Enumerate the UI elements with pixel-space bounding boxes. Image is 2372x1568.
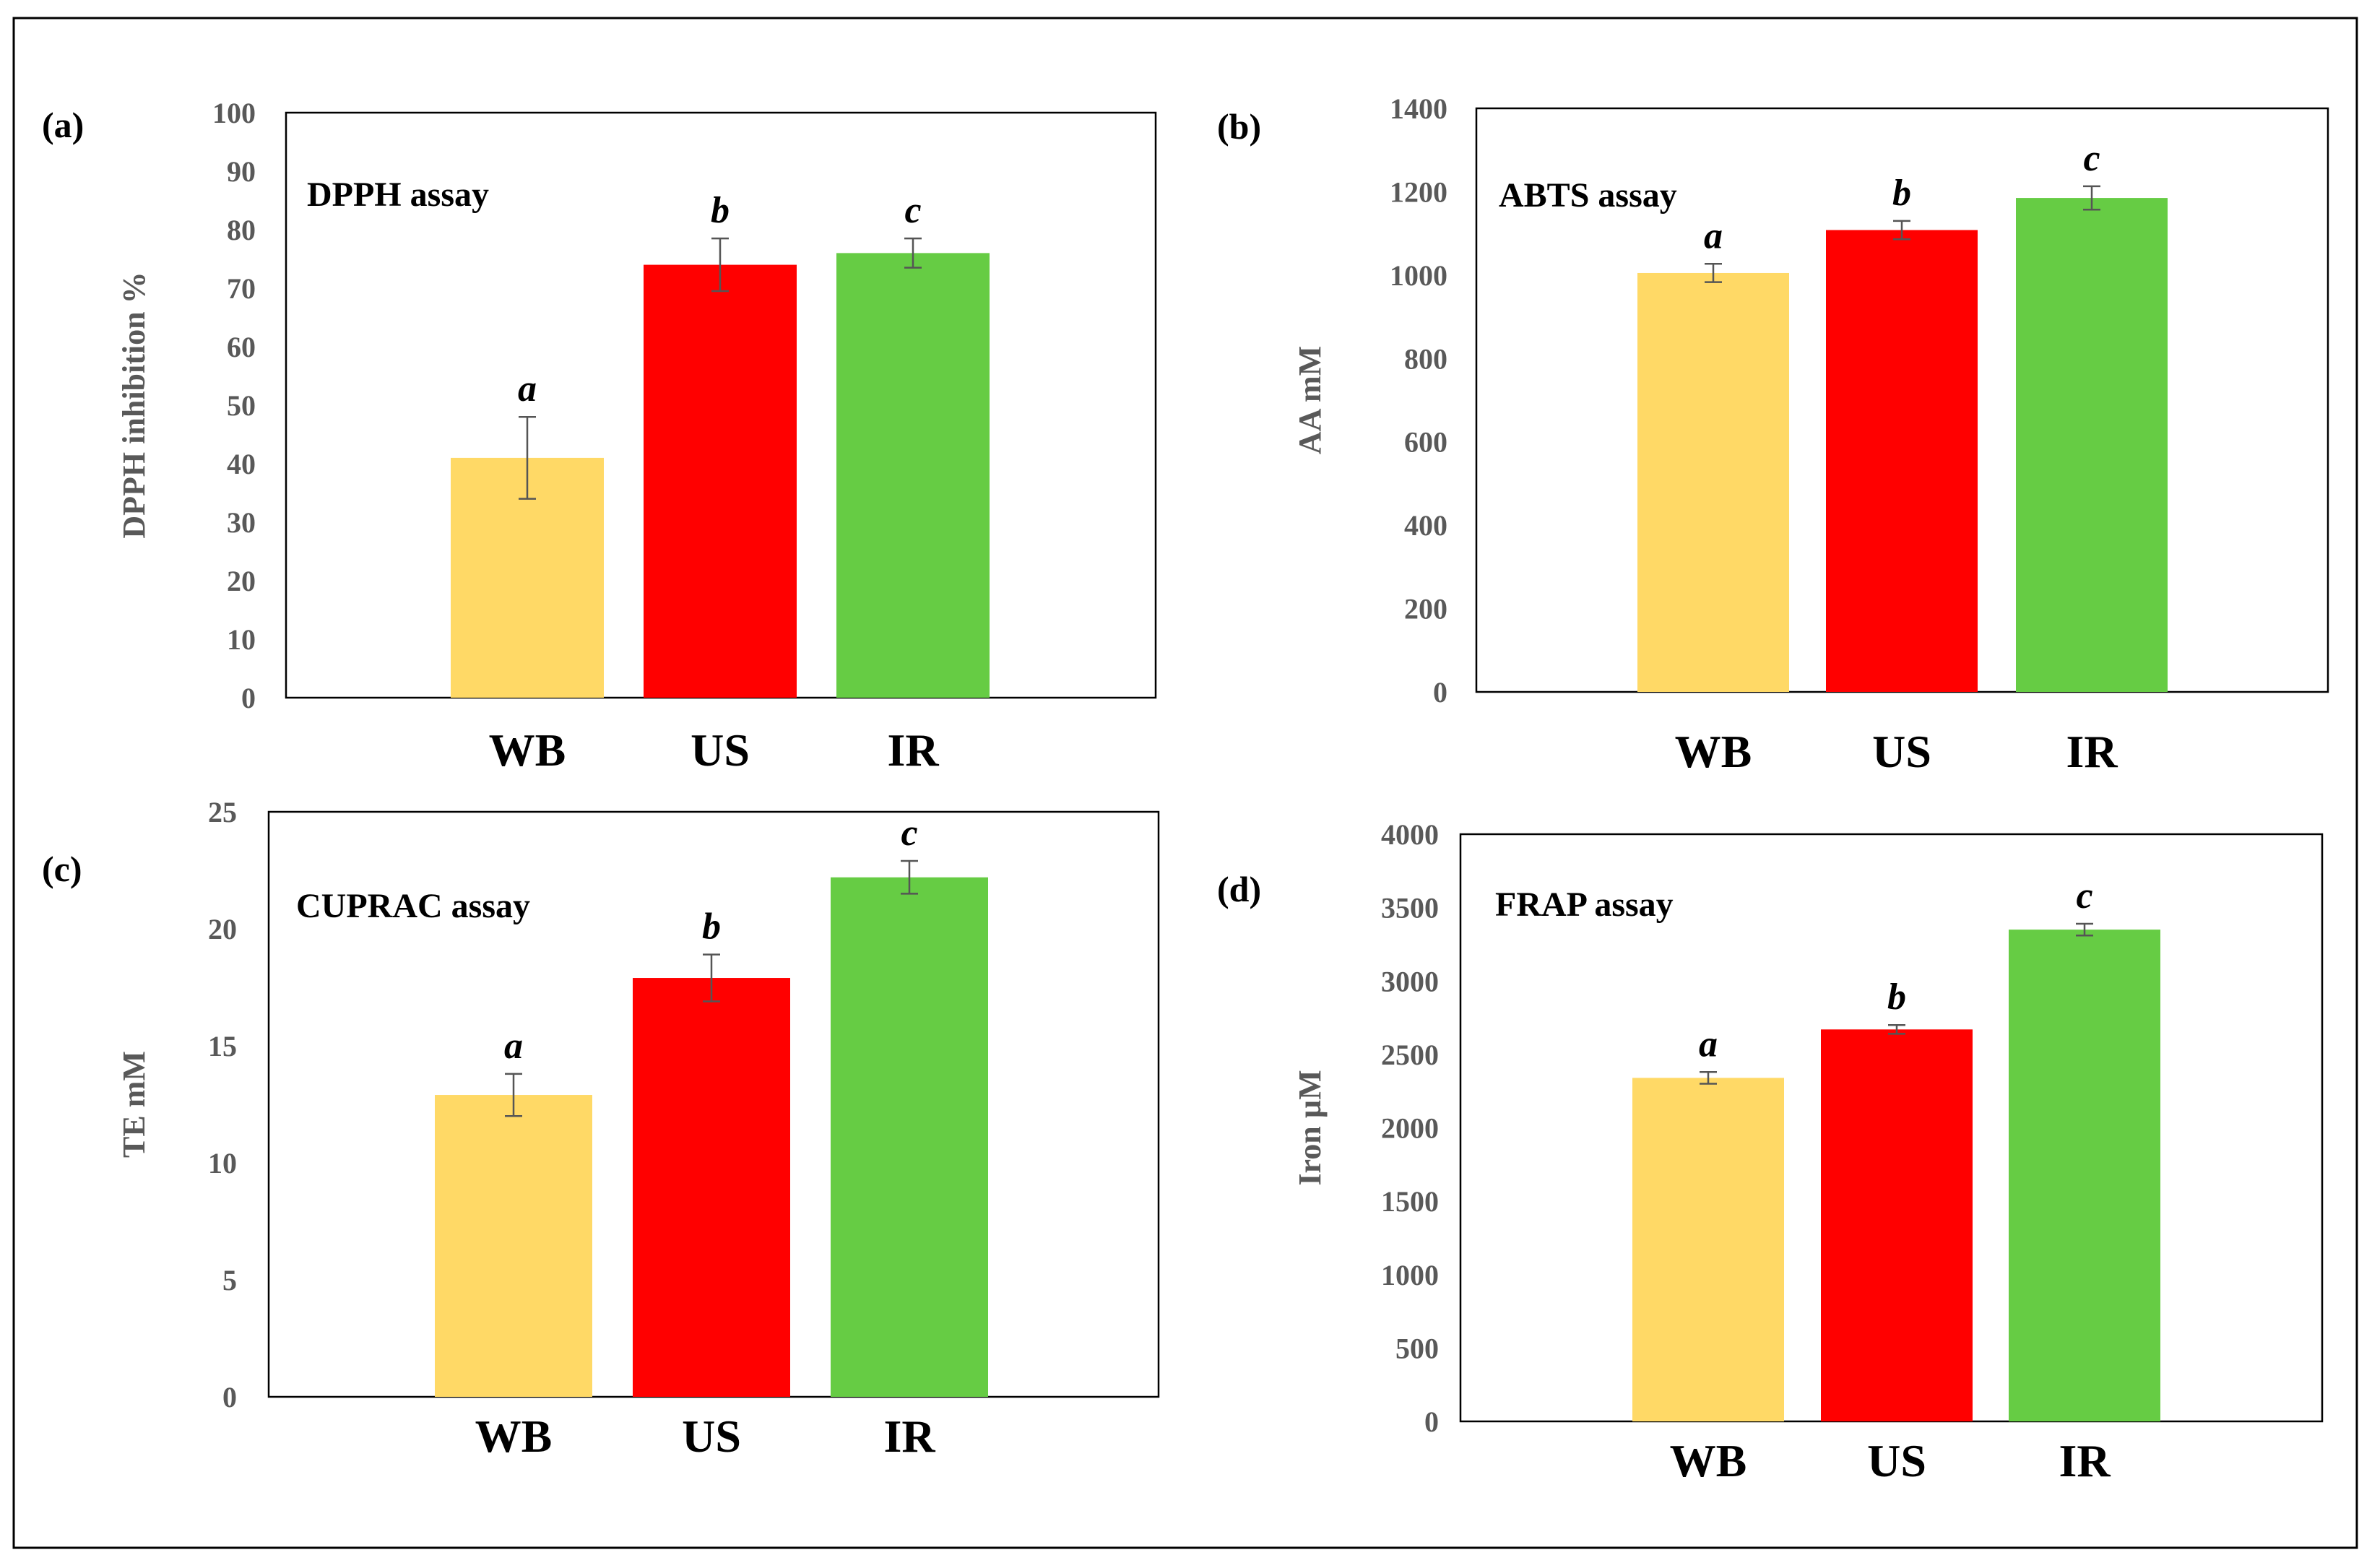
chart-panel-2: 0 5 10 15 20 25 TE mM (c) CUPRAC assay a WB b US c IR xyxy=(42,796,1160,1462)
panel-label: (b) xyxy=(1217,106,1261,147)
y-tick-label: 90 xyxy=(227,155,256,188)
y-tick-label: 500 xyxy=(1395,1332,1439,1364)
y-tick-label: 10 xyxy=(208,1147,237,1179)
y-tick-label: 80 xyxy=(227,214,256,246)
y-tick-label: 1000 xyxy=(1381,1259,1439,1291)
y-tick-label: 2000 xyxy=(1381,1112,1439,1145)
y-tick-label: 0 xyxy=(1433,676,1447,709)
bar-us xyxy=(633,978,790,1397)
bar-wb xyxy=(1637,272,1789,692)
y-tick-label: 25 xyxy=(208,796,237,828)
y-tick-label: 10 xyxy=(227,623,256,656)
y-tick-label: 200 xyxy=(1404,593,1447,625)
panel-label: (d) xyxy=(1217,869,1261,909)
bar-ir xyxy=(831,877,988,1397)
category-label: IR xyxy=(883,1411,935,1462)
y-tick-label: 100 xyxy=(212,97,256,129)
y-tick-label: 70 xyxy=(227,272,256,305)
category-label: IR xyxy=(887,724,939,776)
bar-us xyxy=(644,264,797,698)
bar-us xyxy=(1821,1029,1973,1421)
y-tick-label: 15 xyxy=(208,1030,237,1062)
y-tick-label: 60 xyxy=(227,331,256,363)
y-tick-label: 3500 xyxy=(1381,892,1439,924)
significance-letter: c xyxy=(2083,138,2100,179)
significance-letter: b xyxy=(702,906,721,948)
y-axis-label: Iron µM xyxy=(1292,1070,1328,1185)
chart-title: FRAP assay xyxy=(1495,885,1674,924)
category-label: US xyxy=(682,1411,741,1462)
y-tick-label: 40 xyxy=(227,448,256,480)
significance-letter: b xyxy=(1892,173,1911,214)
category-label: US xyxy=(691,724,750,776)
y-tick-label: 400 xyxy=(1404,509,1447,542)
chart-title: CUPRAC assay xyxy=(296,887,530,925)
category-label: WB xyxy=(475,1411,553,1462)
category-label: US xyxy=(1872,726,1931,777)
y-tick-label: 1200 xyxy=(1390,176,1447,208)
panel-label: (c) xyxy=(42,849,82,889)
significance-letter: a xyxy=(1699,1023,1718,1065)
y-axis-label: AA mM xyxy=(1292,346,1328,454)
category-label: WB xyxy=(489,724,566,776)
y-tick-label: 2500 xyxy=(1381,1039,1439,1071)
y-tick-label: 50 xyxy=(227,389,256,422)
y-tick-label: 5 xyxy=(222,1264,237,1296)
category-label: US xyxy=(1867,1435,1926,1486)
y-tick-label: 1000 xyxy=(1390,259,1447,292)
significance-letter: a xyxy=(504,1026,523,1067)
significance-letter: c xyxy=(2076,875,2092,917)
chart-panel-3: 0 500 1000 1500 2000 2500 3000 3500 4000 Iron µM (… xyxy=(1217,818,2324,1486)
y-tick-label: 1500 xyxy=(1381,1185,1439,1218)
category-label: WB xyxy=(1670,1435,1747,1486)
bar-ir xyxy=(2009,930,2160,1421)
chart-panel-1: 0 200 400 600 800 1000 1200 1400 AA mM (b) ABTS as… xyxy=(1217,92,2329,777)
significance-letter: c xyxy=(901,813,917,854)
y-tick-label: 3000 xyxy=(1381,965,1439,997)
bar-wb xyxy=(435,1095,592,1397)
category-label: IR xyxy=(2059,1435,2111,1486)
y-axis-label: TE mM xyxy=(116,1051,152,1158)
y-tick-label: 30 xyxy=(227,506,256,539)
y-tick-label: 20 xyxy=(208,913,237,945)
y-tick-label: 1400 xyxy=(1390,92,1447,125)
panel-label: (a) xyxy=(42,105,84,145)
significance-letter: b xyxy=(711,190,730,231)
significance-letter: a xyxy=(1704,215,1723,256)
significance-letter: b xyxy=(1887,976,1906,1018)
category-label: IR xyxy=(2066,726,2118,777)
bar-ir xyxy=(836,253,990,698)
bar-us xyxy=(1826,230,1978,692)
category-label: WB xyxy=(1675,726,1752,777)
chart-title: DPPH assay xyxy=(307,176,489,214)
chart-title: ABTS assay xyxy=(1499,176,1677,215)
y-tick-label: 0 xyxy=(222,1381,237,1413)
chart-panel-0: 0 10 20 30 40 50 60 70 80 90 100 DPPH inhibition % (… xyxy=(42,97,1157,776)
y-tick-label: 0 xyxy=(241,682,256,714)
significance-letter: c xyxy=(904,190,921,231)
y-tick-label: 20 xyxy=(227,565,256,597)
bar-ir xyxy=(2016,198,2168,693)
y-tick-label: 800 xyxy=(1404,342,1447,375)
y-axis-label: DPPH inhibition % xyxy=(116,272,152,538)
y-tick-label: 0 xyxy=(1424,1405,1439,1438)
y-tick-label: 4000 xyxy=(1381,818,1439,851)
y-tick-label: 600 xyxy=(1404,426,1447,459)
significance-letter: a xyxy=(518,368,537,410)
bar-wb xyxy=(1632,1078,1784,1421)
